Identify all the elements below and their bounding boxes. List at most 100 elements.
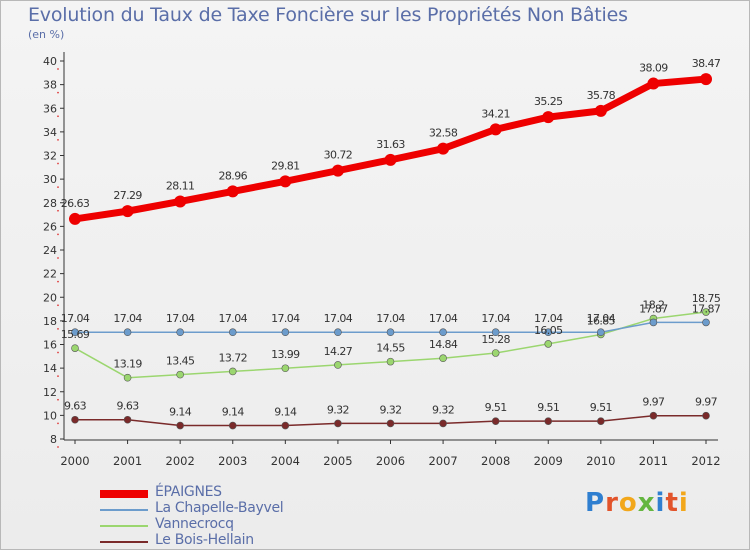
- y-minor-dot: [57, 398, 59, 401]
- data-label: 9.51: [590, 401, 612, 414]
- series-point-3: [544, 417, 553, 425]
- y-minor-dot: [57, 186, 59, 189]
- series-point-0: [647, 77, 660, 90]
- legend-label: La Chapelle-Bayvel: [155, 500, 284, 516]
- series-point-0: [594, 104, 607, 117]
- data-label: 28.11: [166, 179, 195, 192]
- y-minor-dot: [57, 209, 59, 212]
- data-label: 17.04: [219, 312, 248, 325]
- data-label: 17.87: [692, 302, 721, 315]
- series-point-1: [597, 328, 605, 337]
- series-point-2: [439, 354, 447, 363]
- series-point-2: [544, 340, 553, 348]
- series-point-1: [491, 328, 500, 337]
- series-point-1: [176, 328, 184, 337]
- data-label: 17.04: [534, 312, 563, 325]
- series-point-2: [228, 367, 237, 376]
- data-label: 38.09: [639, 62, 668, 75]
- series-point-2: [386, 357, 395, 366]
- series-point-3: [176, 421, 184, 430]
- data-label: 32.58: [429, 127, 458, 140]
- x-tick-label: 2008: [481, 454, 510, 468]
- legend-swatch: [100, 525, 148, 527]
- legend-label: Le Bois-Hellain: [155, 532, 254, 548]
- logo-letter: r: [605, 488, 619, 518]
- series-point-3: [702, 411, 710, 420]
- series-point-0: [489, 123, 502, 136]
- series-point-0: [279, 175, 292, 188]
- unit-label: (en %): [28, 28, 65, 41]
- series-point-1: [649, 318, 658, 327]
- y-minor-dot: [57, 375, 59, 378]
- data-label: 16.05: [534, 324, 563, 337]
- data-label: 13.19: [113, 358, 142, 371]
- data-label: 31.63: [376, 138, 405, 151]
- series-point-1: [281, 328, 290, 337]
- y-minor-dot: [57, 280, 59, 283]
- series-point-3: [439, 419, 447, 428]
- series-point-0: [121, 205, 134, 218]
- logo-letter: i: [678, 488, 689, 518]
- y-minor-dot: [57, 91, 59, 94]
- logo-letter: i: [655, 488, 666, 518]
- data-label: 15.69: [61, 328, 90, 341]
- logo-letter: t: [665, 488, 679, 518]
- y-minor-dot: [57, 138, 59, 141]
- data-label: 9.32: [432, 403, 454, 416]
- data-label: 35.25: [534, 95, 563, 108]
- series-point-0: [384, 153, 397, 166]
- data-label: 14.84: [429, 338, 458, 351]
- y-tick-label: 14: [43, 362, 57, 375]
- data-label: 9.14: [169, 406, 192, 419]
- data-label: 17.04: [166, 312, 195, 325]
- y-tick-label: 20: [43, 291, 57, 304]
- legend-swatch: [100, 541, 148, 543]
- data-label: 9.97: [695, 396, 718, 409]
- x-tick-label: 2010: [586, 454, 615, 468]
- data-label: 9.51: [537, 401, 559, 414]
- series-point-0: [69, 212, 81, 225]
- data-label: 38.47: [692, 57, 721, 70]
- series-point-3: [71, 415, 79, 424]
- y-tick-label: 16: [43, 339, 57, 352]
- y-tick-label: 32: [43, 150, 57, 163]
- x-tick-label: 2002: [166, 454, 195, 468]
- y-tick-label: 36: [43, 102, 57, 115]
- data-label: 9.14: [222, 406, 245, 419]
- legend-label: Vannecrocq: [155, 516, 234, 532]
- y-tick-label: 22: [43, 268, 57, 281]
- series-point-0: [542, 111, 555, 124]
- series-point-3: [334, 419, 342, 428]
- y-tick-label: 28: [43, 197, 57, 210]
- x-tick-label: 2006: [376, 454, 405, 468]
- x-tick-label: 2000: [60, 454, 89, 468]
- series-point-2: [334, 361, 342, 369]
- series-point-2: [281, 364, 290, 373]
- y-minor-dot: [57, 233, 59, 236]
- data-label: 29.81: [271, 159, 300, 172]
- series-point-2: [702, 308, 710, 316]
- y-minor-dot: [57, 162, 59, 165]
- data-label: 9.32: [327, 403, 349, 416]
- data-label: 13.99: [271, 348, 300, 361]
- x-tick-label: 2005: [323, 454, 352, 468]
- data-label: 17.04: [376, 312, 405, 325]
- data-label: 18.75: [692, 292, 721, 305]
- x-tick-label: 2007: [428, 454, 457, 468]
- data-label: 17.04: [324, 312, 353, 325]
- series-point-2: [491, 349, 500, 357]
- y-minor-dot: [57, 304, 59, 307]
- series-point-0: [437, 142, 450, 155]
- data-label: 17.87: [639, 302, 668, 315]
- series-point-0: [174, 195, 187, 208]
- data-label: 14.55: [376, 342, 405, 355]
- series-point-1: [544, 328, 553, 337]
- x-tick-label: 2011: [639, 454, 668, 468]
- y-tick-label: 12: [43, 386, 57, 399]
- y-tick-label: 24: [43, 244, 57, 257]
- legend-swatch: [100, 509, 148, 511]
- series-point-0: [331, 164, 344, 177]
- data-label: 27.29: [113, 189, 142, 202]
- y-minor-dot: [57, 446, 59, 448]
